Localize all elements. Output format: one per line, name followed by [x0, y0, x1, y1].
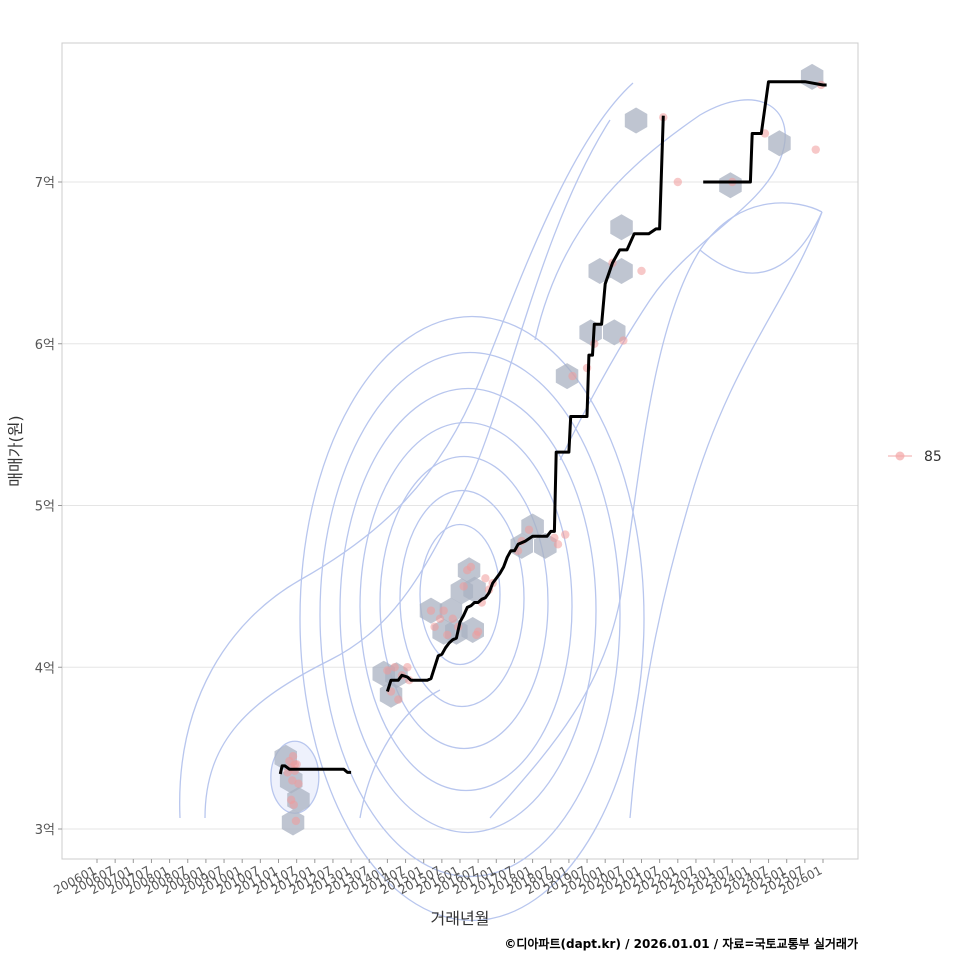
hexbin — [588, 258, 611, 284]
density-contour — [204, 119, 611, 819]
y-axis-title: 매매가(원) — [6, 415, 25, 486]
y-tick-label: 4억 — [35, 661, 55, 676]
legend: 85 — [888, 449, 942, 465]
data-point — [288, 776, 297, 785]
hexbin — [579, 319, 602, 346]
data-point — [383, 666, 392, 675]
data-point — [403, 663, 412, 672]
data-point — [390, 663, 399, 672]
data-point — [430, 622, 439, 632]
density-contour — [319, 351, 621, 878]
median-line — [385, 115, 665, 692]
y-tick-label: 3억 — [35, 823, 55, 838]
data-point — [481, 574, 490, 583]
data-point — [550, 533, 559, 543]
x-axis-title: 거래년월 — [431, 909, 490, 928]
data-point — [619, 336, 628, 345]
density-contour — [379, 455, 549, 750]
density-contour — [399, 489, 525, 708]
hexbin — [624, 107, 648, 134]
data-point — [394, 695, 403, 704]
y-tick-label: 5억 — [35, 500, 55, 515]
data-point — [288, 752, 298, 761]
data-point — [292, 760, 301, 769]
density-contour — [339, 387, 597, 834]
y-tick-label: 6억 — [35, 338, 55, 353]
data-point — [439, 606, 448, 615]
density-contour — [419, 523, 501, 666]
data-point — [459, 582, 468, 591]
grid-layer — [62, 181, 858, 830]
data-point — [294, 779, 303, 788]
hexbin — [768, 130, 791, 157]
density-contour — [359, 689, 441, 819]
data-point — [289, 800, 298, 809]
data-point — [561, 530, 570, 539]
data-point — [448, 614, 457, 623]
median-line — [703, 80, 827, 184]
hexbin — [610, 214, 633, 241]
data-point — [473, 627, 483, 636]
data-point — [435, 614, 445, 623]
data-point — [443, 630, 452, 640]
hexbin — [555, 363, 579, 390]
data-point — [673, 177, 682, 187]
caption: ©디아파트(dapt.kr) / 2026.01.01 / 자료=국토교통부 실… — [504, 936, 858, 951]
y-tick-label: 7억 — [35, 176, 55, 191]
median-line — [278, 764, 352, 775]
median-line-layer — [278, 80, 827, 775]
data-point — [291, 816, 301, 826]
legend-key-point — [895, 451, 905, 461]
data-point — [524, 525, 534, 534]
y-axis: 3억 4억 5억 6억 7억 — [35, 176, 62, 838]
data-point — [553, 540, 563, 549]
data-point — [466, 562, 476, 572]
density-contour — [299, 315, 645, 922]
density-contour — [179, 82, 634, 819]
data-point — [568, 371, 577, 381]
points-layer — [283, 80, 826, 826]
data-point — [637, 266, 646, 276]
density-contour — [699, 211, 823, 274]
data-point — [426, 606, 436, 615]
data-point — [811, 145, 820, 154]
density-contour — [489, 202, 823, 819]
density-contours — [179, 82, 823, 922]
hexbin — [463, 576, 486, 603]
density-contour — [629, 211, 823, 819]
legend-label: 85 — [924, 449, 942, 465]
density-contour — [359, 421, 573, 792]
